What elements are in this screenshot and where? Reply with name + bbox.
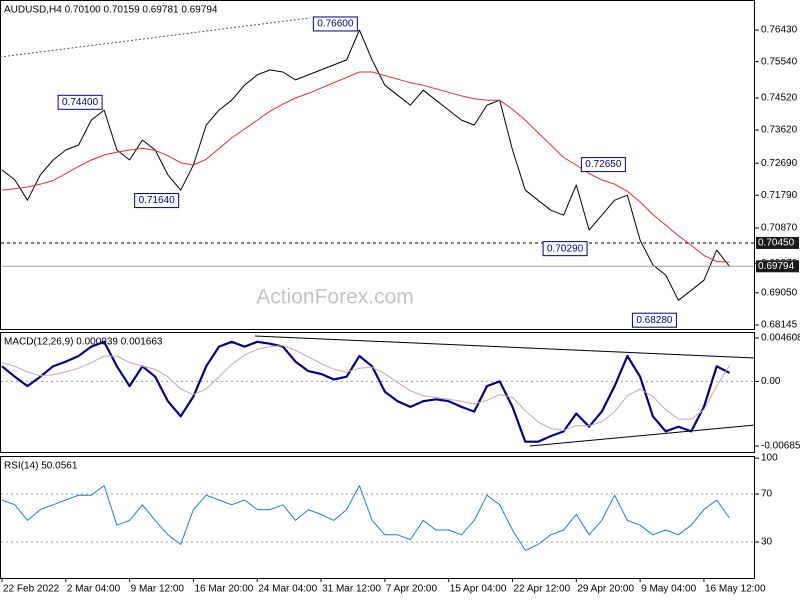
x-tick-label: 22 Feb 2022 [3, 584, 60, 595]
x-tick-label: 2 Mar 04:00 [67, 584, 121, 595]
x-tick-label: 16 May 12:00 [705, 584, 766, 595]
macd-panel [0, 332, 755, 453]
rsi-panel [0, 456, 755, 579]
x-tick-label: 7 Apr 20:00 [386, 584, 438, 595]
y-tick-label: 0.70870 [761, 223, 798, 234]
series-line [1, 340, 731, 443]
y-tick-label: 0.71790 [761, 190, 798, 201]
annotation-label: 0.74400 [62, 97, 99, 108]
y-tick-label: 0.68145 [761, 320, 798, 331]
annotation-label: 0.72650 [585, 159, 622, 170]
y-tick-label: 70 [761, 489, 773, 500]
y-tick-label: 0.74520 [761, 93, 798, 104]
annotation-box [580, 157, 626, 173]
series-line [1, 29, 730, 301]
x-tick-label: 16 Mar 20:00 [194, 584, 253, 595]
y-tick-label: 100 [761, 453, 778, 464]
y-tick-label: 0.73620 [761, 125, 798, 136]
annotation-box [312, 16, 358, 32]
series-line [1, 71, 730, 263]
panel-title: MACD(12,26,9) 0.000939 0.001663 [4, 337, 163, 348]
y-tick-label: 0.69050 [761, 287, 798, 298]
y-tick-label: 30 [761, 537, 773, 548]
price-label-box [756, 260, 799, 273]
annotation-box [542, 241, 588, 257]
y-tick-label: 0.76430 [761, 25, 798, 36]
x-tick-label: 24 Mar 04:00 [258, 584, 317, 595]
x-tick-label: 15 Apr 04:00 [450, 584, 507, 595]
annotation-box [57, 94, 103, 110]
annotation-label: 0.76600 [317, 19, 354, 30]
price-panel [0, 0, 755, 330]
trend-line [0, 17, 311, 58]
panel-title: RSI(14) 50.0561 [4, 461, 78, 472]
annotation-label: 0.70290 [547, 243, 584, 254]
x-tick-label: 9 Mar 12:00 [131, 584, 185, 595]
x-tick-label: 22 Apr 12:00 [514, 584, 571, 595]
trend-line [254, 335, 756, 359]
price-label: 0.70450 [758, 238, 795, 249]
price-label: 0.69794 [758, 261, 795, 272]
series-line [1, 345, 730, 431]
trend-line [529, 424, 756, 447]
panel-title: AUDUSD,H4 0.70100 0.70159 0.69781 0.6979… [4, 5, 218, 16]
y-tick-label: 0.75540 [761, 56, 798, 67]
y-tick-label: 0.004608 [761, 333, 800, 344]
price-label-box [756, 236, 799, 249]
x-tick-label: 29 Apr 20:00 [577, 584, 634, 595]
watermark: ActionForex.com [256, 286, 414, 309]
annotation-label: 0.68280 [636, 315, 673, 326]
y-tick-label: -0.006853 [761, 441, 800, 452]
x-tick-label: 31 Mar 12:00 [322, 584, 381, 595]
annotation-box [134, 193, 180, 209]
y-tick-label: 0.00 [761, 376, 781, 387]
x-tick-label: 9 May 04:00 [641, 584, 696, 595]
series-line [1, 485, 730, 551]
y-tick-label: 0.72690 [761, 158, 798, 169]
annotation-box [631, 312, 677, 328]
annotation-label: 0.71640 [139, 195, 176, 206]
